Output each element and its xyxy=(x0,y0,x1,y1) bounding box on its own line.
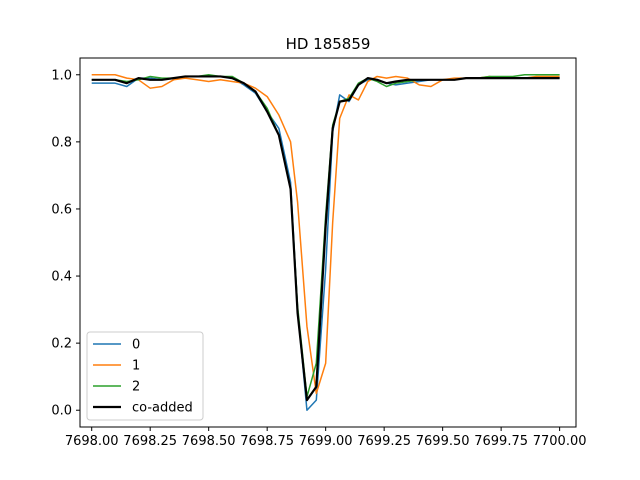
x-tick-label: 7699.00 xyxy=(299,434,353,449)
y-tick-label: 0.0 xyxy=(51,404,72,419)
plot-frame xyxy=(79,57,577,428)
y-tick-label: 0.8 xyxy=(51,135,72,150)
series-line-co-added xyxy=(91,75,560,402)
y-axis-ticks: 0.0 0.2 0.4 0.6 0.8 1.0 xyxy=(51,68,80,419)
x-tick-label: 7700.00 xyxy=(533,434,587,449)
legend-label: 0 xyxy=(132,338,140,353)
legend: 0 1 2 co-added xyxy=(86,331,204,421)
y-tick-label: 0.2 xyxy=(51,337,72,352)
legend-box xyxy=(86,331,204,421)
legend-label: 1 xyxy=(132,359,140,374)
y-tick-label: 0.6 xyxy=(51,202,72,217)
x-tick-label: 7698.25 xyxy=(123,434,177,449)
y-tick-label: 0.4 xyxy=(51,270,72,285)
x-axis-ticks: 7698.00 7698.25 7698.50 7698.75 7699.00 7699.… xyxy=(65,427,587,449)
legend-label: 2 xyxy=(132,380,140,395)
plot-lines xyxy=(91,74,560,411)
chart-title: HD 185859 xyxy=(286,35,371,53)
x-tick-label: 7699.25 xyxy=(357,434,411,449)
x-tick-label: 7699.50 xyxy=(416,434,470,449)
x-tick-label: 7698.00 xyxy=(65,434,119,449)
x-tick-label: 7698.50 xyxy=(182,434,236,449)
x-tick-label: 7699.75 xyxy=(474,434,528,449)
x-tick-label: 7698.75 xyxy=(240,434,294,449)
y-tick-label: 1.0 xyxy=(51,68,72,83)
legend-label: co-added xyxy=(132,401,193,416)
